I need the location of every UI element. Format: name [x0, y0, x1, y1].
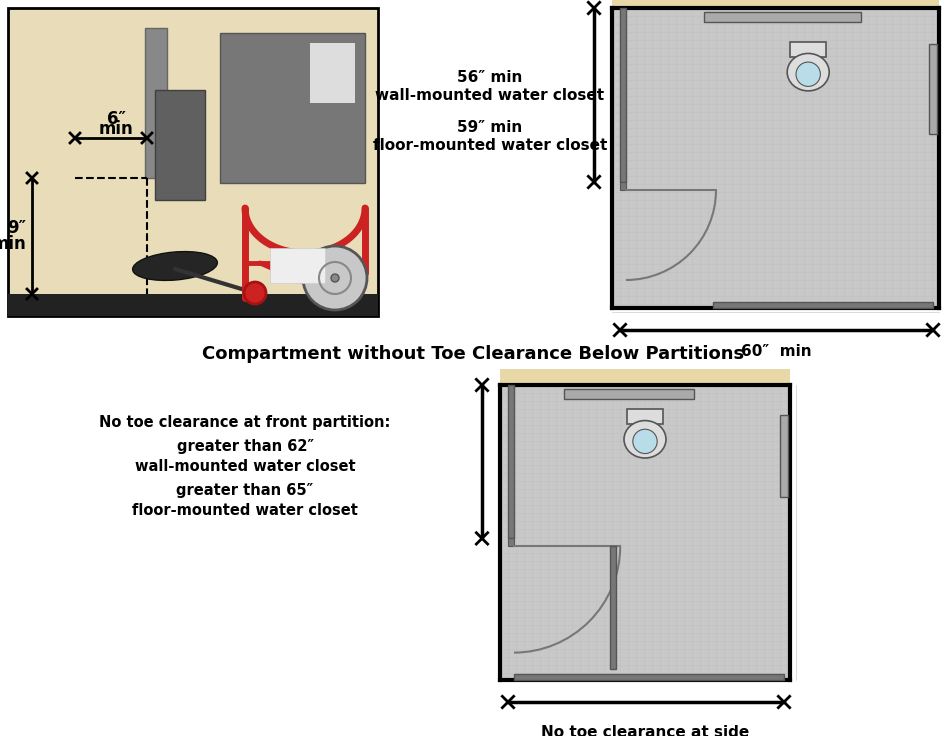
- Bar: [713, 302, 933, 308]
- Bar: [780, 414, 788, 497]
- Bar: [155, 90, 205, 200]
- Ellipse shape: [133, 252, 218, 280]
- Text: greater than 65″: greater than 65″: [176, 483, 313, 498]
- Text: greater than 62″: greater than 62″: [176, 439, 313, 454]
- Text: min: min: [0, 235, 26, 253]
- Text: 56″ min: 56″ min: [457, 70, 523, 85]
- Ellipse shape: [624, 420, 666, 458]
- Bar: [929, 44, 937, 134]
- Bar: [612, 0, 939, 8]
- Bar: [145, 28, 167, 178]
- Bar: [508, 385, 514, 539]
- Ellipse shape: [244, 282, 266, 304]
- Ellipse shape: [303, 246, 367, 310]
- Bar: [563, 389, 694, 399]
- Bar: [270, 248, 325, 283]
- Ellipse shape: [787, 54, 830, 91]
- Text: wall-mounted water closet: wall-mounted water closet: [375, 88, 604, 103]
- Text: Compartment without Toe Clearance Below Partitions: Compartment without Toe Clearance Below …: [202, 345, 744, 363]
- Bar: [620, 182, 626, 190]
- Bar: [310, 43, 355, 103]
- Bar: [8, 294, 378, 316]
- Bar: [500, 369, 790, 385]
- Bar: [610, 546, 616, 669]
- Text: 6″: 6″: [107, 110, 125, 128]
- Ellipse shape: [796, 62, 820, 86]
- Text: floor-mounted water closet: floor-mounted water closet: [132, 503, 358, 518]
- Bar: [791, 42, 826, 57]
- Bar: [704, 12, 861, 22]
- Ellipse shape: [633, 429, 657, 453]
- Text: 9″: 9″: [7, 219, 26, 237]
- Text: wall-mounted water closet: wall-mounted water closet: [134, 459, 355, 474]
- Bar: [500, 385, 790, 680]
- Text: 60″  min: 60″ min: [742, 344, 812, 359]
- Bar: [220, 33, 365, 183]
- Bar: [620, 8, 626, 182]
- Bar: [514, 674, 784, 680]
- Ellipse shape: [331, 274, 339, 282]
- Bar: [627, 409, 663, 424]
- Text: No toe clearance at side: No toe clearance at side: [541, 725, 749, 736]
- Text: No toe clearance at front partition:: No toe clearance at front partition:: [99, 415, 391, 430]
- Bar: [8, 8, 378, 316]
- Bar: [508, 539, 514, 546]
- Bar: [612, 8, 939, 308]
- Text: floor-mounted water closet: floor-mounted water closet: [373, 138, 607, 153]
- Text: 59″ min: 59″ min: [457, 120, 523, 135]
- Text: min: min: [98, 120, 134, 138]
